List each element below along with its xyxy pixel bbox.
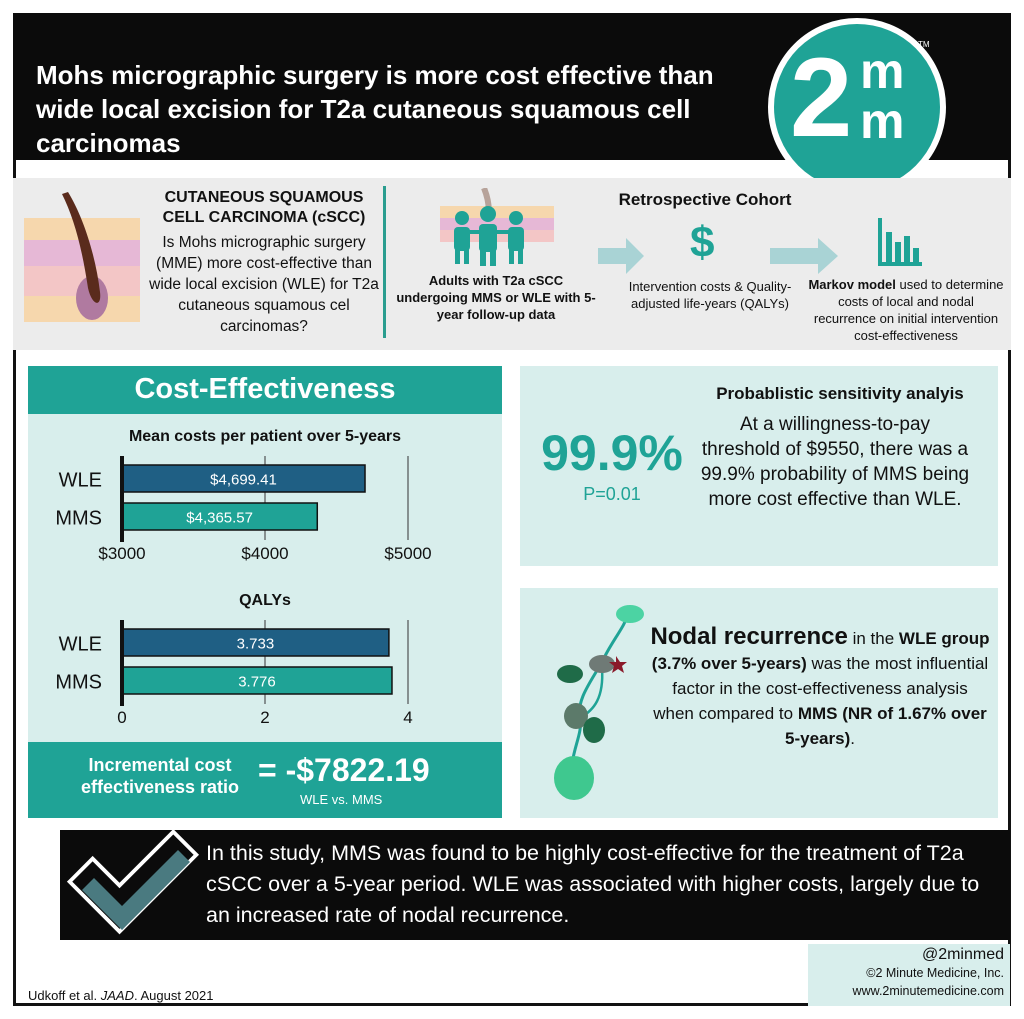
credit-box	[808, 944, 1010, 1006]
icer-label: Incremental cost effectiveness ratio	[80, 755, 240, 797]
lymph-node-vine-illustration	[544, 598, 654, 813]
tick-label: $5000	[384, 544, 431, 562]
chart-title-qalys: QALYs	[239, 592, 291, 609]
qalys-bar-chart: WLE 3.733 MMS 3.776 0 2 4	[55, 620, 413, 726]
tick-label: 2	[260, 708, 269, 726]
cohort-step-model: Markov model used to determine costs of …	[808, 276, 1004, 344]
bar-chart-icon	[878, 218, 922, 271]
tick-label: $3000	[98, 544, 145, 562]
icer-comparison: WLE vs. MMS	[300, 792, 383, 807]
data-label: $4,365.57	[186, 510, 253, 527]
psa-heading: Probablistic sensitivity analyis	[716, 384, 964, 403]
copyright: ©2 Minute Medicine, Inc.	[866, 966, 1004, 980]
nodal-recurrence-panel	[520, 588, 998, 818]
nodal-recurrence-text: Nodal recurrence in the WLE group (3.7% …	[650, 624, 990, 751]
arrow-right-icon	[598, 236, 646, 281]
category-label: MMS	[55, 672, 102, 694]
logo-trademark: TM	[918, 40, 930, 49]
citation: Udkoff et al. JAAD. August 2021	[28, 988, 214, 1003]
cohort-step-population: Adults with T2a cSCC undergoing MMS or W…	[396, 273, 596, 322]
nodal-lead: Nodal recurrence	[650, 623, 848, 650]
overview-divider	[383, 186, 386, 338]
nodal-wle-group: WLE group (3.7% over 5-years)	[651, 629, 990, 673]
checkmark-icon	[60, 829, 210, 945]
cohort-step-outcomes: Intervention costs & Quality-adjusted li…	[628, 279, 792, 311]
data-label: 3.776	[238, 674, 276, 691]
brand-logo	[768, 18, 946, 196]
psa-p-value: P=0.01	[583, 484, 641, 504]
category-label: WLE	[59, 634, 102, 656]
cohort-title: Retrospective Cohort	[618, 190, 792, 209]
people-icon	[432, 186, 562, 273]
citation-date: . August 2021	[133, 988, 214, 1003]
psa-panel	[520, 366, 998, 566]
category-label: MMS	[55, 508, 102, 530]
conclusion-text: In this study, MMS was found to be highl…	[206, 841, 980, 927]
tick-label: $4000	[241, 544, 288, 562]
dollar-icon: $	[690, 218, 715, 267]
nodal-end: .	[850, 729, 855, 748]
arrow-right-icon	[770, 236, 840, 281]
skin-hair-illustration	[22, 188, 142, 333]
cost-effectiveness-header: Cost-Effectiveness	[28, 366, 502, 414]
bar-wle	[121, 628, 390, 657]
logo-numeral: 2	[790, 35, 852, 160]
tick-label: 4	[403, 708, 412, 726]
logo-letter-bottom: m	[860, 93, 905, 149]
page-title: Mohs micrographic surgery is more cost e…	[36, 60, 714, 158]
markov-model-label: Markov model	[808, 277, 896, 292]
costs-bar-chart: WLE $4,699.41 MMS $4,365.57 $3000 $4000 $5000	[55, 456, 432, 562]
tick-label: 0	[117, 708, 126, 726]
data-label: 3.733	[237, 636, 275, 653]
bar-mms	[121, 666, 393, 695]
data-label: $4,699.41	[210, 472, 277, 489]
question-body: Is Mohs micrographic surgery (MME) more …	[149, 234, 379, 335]
psa-body: At a willingness-to-pay threshold of $95…	[700, 414, 970, 510]
category-label: WLE	[59, 470, 102, 492]
citation-authors: Udkoff et al.	[28, 988, 101, 1003]
question-heading: CUTANEOUS SQUAMOUS CELL CARCINOMA (cSCC)	[162, 189, 366, 226]
markov-model-desc: used to determine costs of local and nod…	[813, 277, 1004, 343]
nodal-nr: (NR of 1.67% over 5-years)	[785, 704, 987, 748]
icer-value: = -$7822.19	[258, 752, 430, 788]
bar-wle	[121, 464, 366, 493]
social-handle[interactable]: @2minmed	[921, 946, 1004, 963]
nodal-mms: MMS	[797, 704, 838, 723]
psa-probability: 99.9%	[541, 425, 683, 481]
icer-band	[28, 742, 502, 818]
bar-mms	[121, 502, 319, 531]
nodal-t1: in the	[847, 629, 899, 648]
logo-letter-top: m	[860, 43, 905, 99]
citation-journal: JAAD	[100, 988, 134, 1003]
conclusion-band	[60, 830, 1010, 940]
chart-title-costs: Mean costs per patient over 5-years	[128, 428, 402, 445]
website-link[interactable]: www.2minutemedicine.com	[852, 984, 1004, 998]
nodal-t2: was the most influential factor in the c…	[653, 654, 989, 723]
